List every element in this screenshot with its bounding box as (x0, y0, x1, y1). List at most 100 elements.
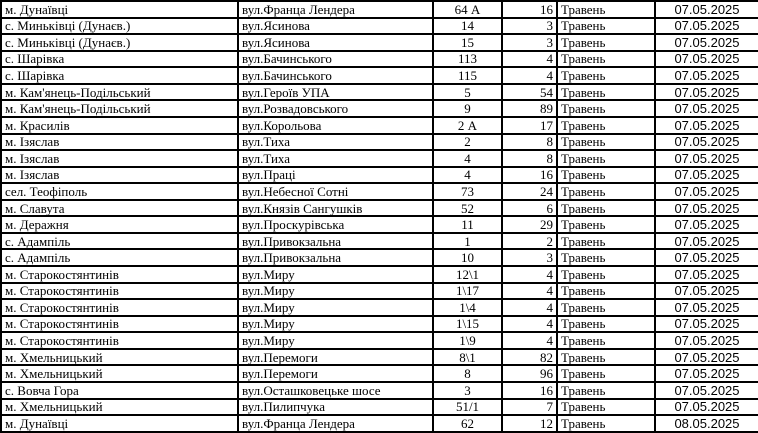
street-cell: вул.Пилипчука (237, 397, 434, 417)
settlement-cell: м. Ізяслав (0, 132, 239, 152)
settlement-cell: с. Миньківці (Дунаєв.) (0, 16, 239, 36)
date-cell: 07.05.2025 (654, 99, 758, 118)
house-number-cell: 1\4 (432, 298, 503, 317)
date-cell: 07.05.2025 (654, 132, 758, 152)
street-cell: вул.Князів Сангушків (237, 198, 434, 218)
house-number-cell: 14 (432, 16, 503, 36)
count-cell: 17 (501, 115, 558, 135)
table-row: м. Ізяслав вул.Праці 4 16 Травень 07.05.… (0, 165, 758, 185)
street-cell: вул.Перемоги (237, 347, 434, 367)
street-cell: вул.Праці (237, 165, 434, 185)
house-number-cell: 73 (432, 182, 503, 201)
count-cell: 8 (501, 149, 558, 168)
count-cell: 89 (501, 99, 558, 118)
house-number-cell: 62 (432, 414, 503, 433)
table-row: м. Дунаївці вул.Франца Лендера 64 А 16 Т… (0, 0, 758, 19)
date-cell: 07.05.2025 (654, 281, 758, 301)
count-cell: 29 (501, 215, 558, 234)
settlement-cell: м. Ізяслав (0, 165, 239, 185)
street-cell: вул.Ясинова (237, 33, 434, 52)
house-number-cell: 2 (432, 132, 503, 152)
street-cell: вул.Бачинського (237, 49, 434, 69)
settlement-cell: м. Кам'янець-Подільський (0, 82, 239, 102)
date-cell: 07.05.2025 (654, 182, 758, 201)
table-row: м. Хмельницький вул.Перемоги 8\1 82 Трав… (0, 347, 758, 367)
table-row: м. Хмельницький вул.Пилипчука 51/1 7 Тра… (0, 397, 758, 417)
settlement-cell: м. Хмельницький (0, 347, 239, 367)
date-cell: 07.05.2025 (654, 331, 758, 350)
street-cell: вул.Миру (237, 298, 434, 317)
house-number-cell: 1\15 (432, 314, 503, 334)
table-row: м. Старокостянтинів вул.Миру 1\4 4 Траве… (0, 298, 758, 317)
date-cell: 07.05.2025 (654, 397, 758, 417)
table-row: м. Старокостянтинів вул.Миру 12\1 4 Трав… (0, 265, 758, 284)
street-cell: вул.Бачинського (237, 66, 434, 85)
settlement-cell: м. Старокостянтинів (0, 281, 239, 301)
settlement-cell: м. Кам'янець-Подільський (0, 99, 239, 118)
count-cell: 4 (501, 49, 558, 69)
date-cell: 07.05.2025 (654, 165, 758, 185)
street-cell: вул.Миру (237, 331, 434, 350)
table-row: м. Старокостянтинів вул.Миру 1\17 4 Трав… (0, 281, 758, 301)
table-row: м. Хмельницький вул.Перемоги 8 96 Травен… (0, 364, 758, 383)
house-number-cell: 5 (432, 82, 503, 102)
date-cell: 07.05.2025 (654, 16, 758, 36)
month-cell: Травень (556, 149, 656, 168)
table-row: м. Деражня вул.Проскурівська 11 29 Траве… (0, 215, 758, 234)
count-cell: 4 (501, 281, 558, 301)
date-cell: 07.05.2025 (654, 364, 758, 383)
date-cell: 07.05.2025 (654, 265, 758, 284)
count-cell: 7 (501, 397, 558, 417)
street-cell: вул.Франца Лендера (237, 414, 434, 433)
count-cell: 4 (501, 298, 558, 317)
month-cell: Травень (556, 215, 656, 234)
date-cell: 07.05.2025 (654, 215, 758, 234)
month-cell: Травень (556, 165, 656, 185)
month-cell: Травень (556, 265, 656, 284)
house-number-cell: 10 (432, 248, 503, 267)
settlement-cell: м. Дунаївці (0, 414, 239, 433)
count-cell: 16 (501, 165, 558, 185)
house-number-cell: 115 (432, 66, 503, 85)
month-cell: Травень (556, 115, 656, 135)
date-cell: 08.05.2025 (654, 414, 758, 433)
date-cell: 07.05.2025 (654, 49, 758, 69)
table-row: с. Адампіль вул.Привокзальна 1 2 Травень… (0, 231, 758, 251)
settlement-cell: м. Старокостянтинів (0, 314, 239, 334)
settlement-cell: м. Хмельницький (0, 364, 239, 383)
settlement-cell: с. Миньківці (Дунаєв.) (0, 33, 239, 52)
month-cell: Травень (556, 248, 656, 267)
date-cell: 07.05.2025 (654, 0, 758, 19)
street-cell: вул.Небесної Сотні (237, 182, 434, 201)
house-number-cell: 1\17 (432, 281, 503, 301)
count-cell: 12 (501, 414, 558, 433)
settlement-cell: м. Красилів (0, 115, 239, 135)
house-number-cell: 15 (432, 33, 503, 52)
count-cell: 6 (501, 198, 558, 218)
table-row: с. Вовча Гора вул.Осташковецьке шосе 3 1… (0, 380, 758, 400)
table-row: м. Дунаївці вул.Франца Лендера 62 12 Тра… (0, 414, 758, 433)
count-cell: 4 (501, 66, 558, 85)
count-cell: 2 (501, 231, 558, 251)
house-number-cell: 8 (432, 364, 503, 383)
table-row: м. Красилів вул.Корольова 2 А 17 Травень… (0, 115, 758, 135)
month-cell: Травень (556, 49, 656, 69)
month-cell: Травень (556, 314, 656, 334)
count-cell: 54 (501, 82, 558, 102)
table-row: м. Ізяслав вул.Тиха 2 8 Травень 07.05.20… (0, 132, 758, 152)
date-cell: 07.05.2025 (654, 33, 758, 52)
table-row: с. Шарівка вул.Бачинського 113 4 Травень… (0, 49, 758, 69)
table-row: м. Кам'янець-Подільський вул.Розвадовськ… (0, 99, 758, 118)
month-cell: Травень (556, 347, 656, 367)
month-cell: Травень (556, 414, 656, 433)
settlement-cell: м. Дунаївці (0, 0, 239, 19)
street-cell: вул.Миру (237, 281, 434, 301)
count-cell: 16 (501, 0, 558, 19)
date-cell: 07.05.2025 (654, 231, 758, 251)
house-number-cell: 113 (432, 49, 503, 69)
street-cell: вул.Перемоги (237, 364, 434, 383)
house-number-cell: 1 (432, 231, 503, 251)
month-cell: Травень (556, 364, 656, 383)
